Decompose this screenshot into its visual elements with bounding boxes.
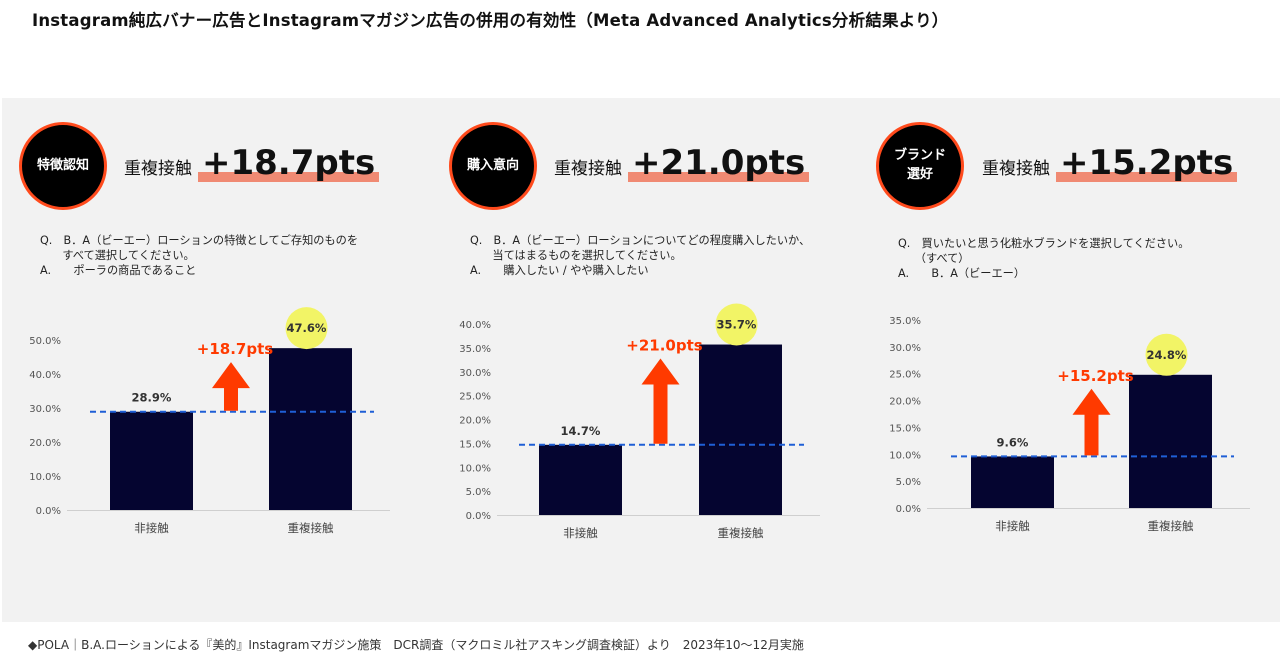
y-tick-label: 10.0% <box>29 472 61 483</box>
bar <box>269 348 352 510</box>
increase-arrow <box>641 358 680 444</box>
bar <box>539 444 622 515</box>
y-tick-label: 10.0% <box>889 450 921 461</box>
data-label: 28.9% <box>132 391 172 405</box>
bar <box>110 411 193 510</box>
bar-chart-purchase-intent: 0.0% 5.0% 10.0% 15.0% 20.0% 25.0% 30.0% 35.0% 40… <box>459 303 820 540</box>
y-tick-label: 15.0% <box>889 423 921 434</box>
footer-source: ◆POLA｜B.A.ローションによる『美的』Instagramマガジン施策 DC… <box>28 638 804 652</box>
data-label: 9.6% <box>997 435 1029 449</box>
y-tick-label: 40.0% <box>29 370 61 381</box>
y-tick-label: 30.0% <box>459 368 491 379</box>
x-tick-label: 重複接触 <box>288 521 334 535</box>
headline-3: 重複接触 +15.2pts <box>982 145 1238 182</box>
x-tick-label: 重複接触 <box>718 526 764 540</box>
value-highlight-circle <box>285 307 328 350</box>
badge-brand-preference: ブランド 選好 <box>876 122 964 210</box>
question-1: Q. B．A（ビーエー）ローションの特徴としてご存知のものを すべて選択してくだ… <box>40 234 359 277</box>
question-3: Q. 買いたいと思う化粧水ブランドを選択してください。 （すべて） A. B．A… <box>898 237 1190 280</box>
y-tick-label: 25.0% <box>459 392 491 403</box>
y-tick-label: 35.0% <box>459 344 491 355</box>
value-highlight-circle <box>1145 333 1188 376</box>
headline-1: 重複接触 +18.7pts <box>124 145 380 182</box>
bar-chart-brand-preference: 0.0% 5.0% 10.0% 15.0% 20.0% 25.0% 30.0% 35.0% 非接… <box>889 316 1250 533</box>
y-tick-label: 5.0% <box>896 477 921 488</box>
data-label: 35.7% <box>717 318 757 332</box>
headline-value: +15.2pts <box>1056 145 1238 182</box>
data-label: 24.8% <box>1147 348 1187 362</box>
badge-awareness: 特徴認知 <box>19 122 107 210</box>
increase-annotation: +21.0pts <box>626 337 702 355</box>
y-tick-label: 0.0% <box>466 511 491 522</box>
bar <box>699 344 782 515</box>
headline-label: 重複接触 <box>554 159 622 179</box>
y-tick-label: 10.0% <box>459 463 491 474</box>
data-label: 14.7% <box>561 424 601 438</box>
y-tick-label: 50.0% <box>29 336 61 347</box>
headline-value: +18.7pts <box>198 145 380 182</box>
content-panel <box>2 98 1280 622</box>
headline-label: 重複接触 <box>982 159 1050 179</box>
y-tick-label: 20.0% <box>889 397 921 408</box>
increase-annotation: +15.2pts <box>1057 367 1133 385</box>
badge-purchase-intent: 購入意向 <box>449 122 537 210</box>
bar-chart-awareness: 0.0% 10.0% 20.0% 30.0% 40.0% 50.0% 非接触 28.9% 重複接… <box>29 307 390 535</box>
x-tick-label: 非接触 <box>563 526 598 540</box>
y-tick-label: 25.0% <box>889 370 921 381</box>
increase-annotation: +18.7pts <box>197 340 273 358</box>
x-tick-label: 重複接触 <box>1148 519 1194 533</box>
headline-label: 重複接触 <box>124 159 192 179</box>
headline-value: +21.0pts <box>628 145 810 182</box>
question-2: Q. B．A（ビーエー）ローションについてどの程度購入したいか、 当てはまるもの… <box>470 234 811 277</box>
y-tick-label: 15.0% <box>459 439 491 450</box>
y-tick-label: 20.0% <box>29 438 61 449</box>
y-tick-label: 0.0% <box>36 506 61 517</box>
x-tick-label: 非接触 <box>995 519 1030 533</box>
y-tick-label: 30.0% <box>29 404 61 415</box>
y-tick-label: 40.0% <box>459 320 491 331</box>
y-tick-label: 0.0% <box>896 504 921 515</box>
value-highlight-circle <box>715 303 758 346</box>
headline-2: 重複接触 +21.0pts <box>554 145 810 182</box>
bar <box>971 456 1054 508</box>
page-title: Instagram純広バナー広告とInstagramマガジン広告の併用の有効性（… <box>32 11 949 30</box>
y-tick-label: 30.0% <box>889 343 921 354</box>
increase-arrow <box>1072 388 1111 456</box>
increase-arrow <box>212 362 250 411</box>
y-tick-label: 5.0% <box>466 487 491 498</box>
y-tick-label: 35.0% <box>889 316 921 327</box>
y-tick-label: 20.0% <box>459 416 491 427</box>
x-tick-label: 非接触 <box>134 521 169 535</box>
bar <box>1129 374 1212 508</box>
data-label: 47.6% <box>287 321 327 335</box>
